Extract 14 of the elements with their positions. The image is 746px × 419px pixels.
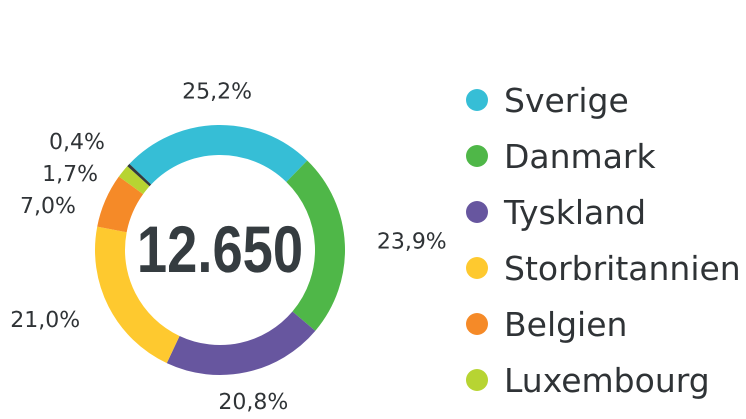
- legend-label: Storbritannien: [504, 248, 741, 288]
- data-label: 0,4%: [48, 130, 105, 155]
- data-label: 25,2%: [182, 80, 252, 105]
- legend-label: Danmark: [504, 136, 656, 176]
- data-label: 7,0%: [20, 194, 76, 219]
- data-label: 21,0%: [10, 308, 80, 333]
- legend-label: Belgien: [504, 304, 628, 344]
- legend-label: Tyskland: [504, 192, 646, 232]
- legend-label: Sverige: [504, 80, 629, 120]
- data-label: 1,7%: [42, 162, 98, 187]
- text: 12.650: [136, 212, 304, 286]
- data-label: 23,9%: [376, 229, 447, 254]
- data-label: 20,8%: [218, 390, 288, 416]
- legend-label: Luxembourg: [504, 360, 710, 400]
